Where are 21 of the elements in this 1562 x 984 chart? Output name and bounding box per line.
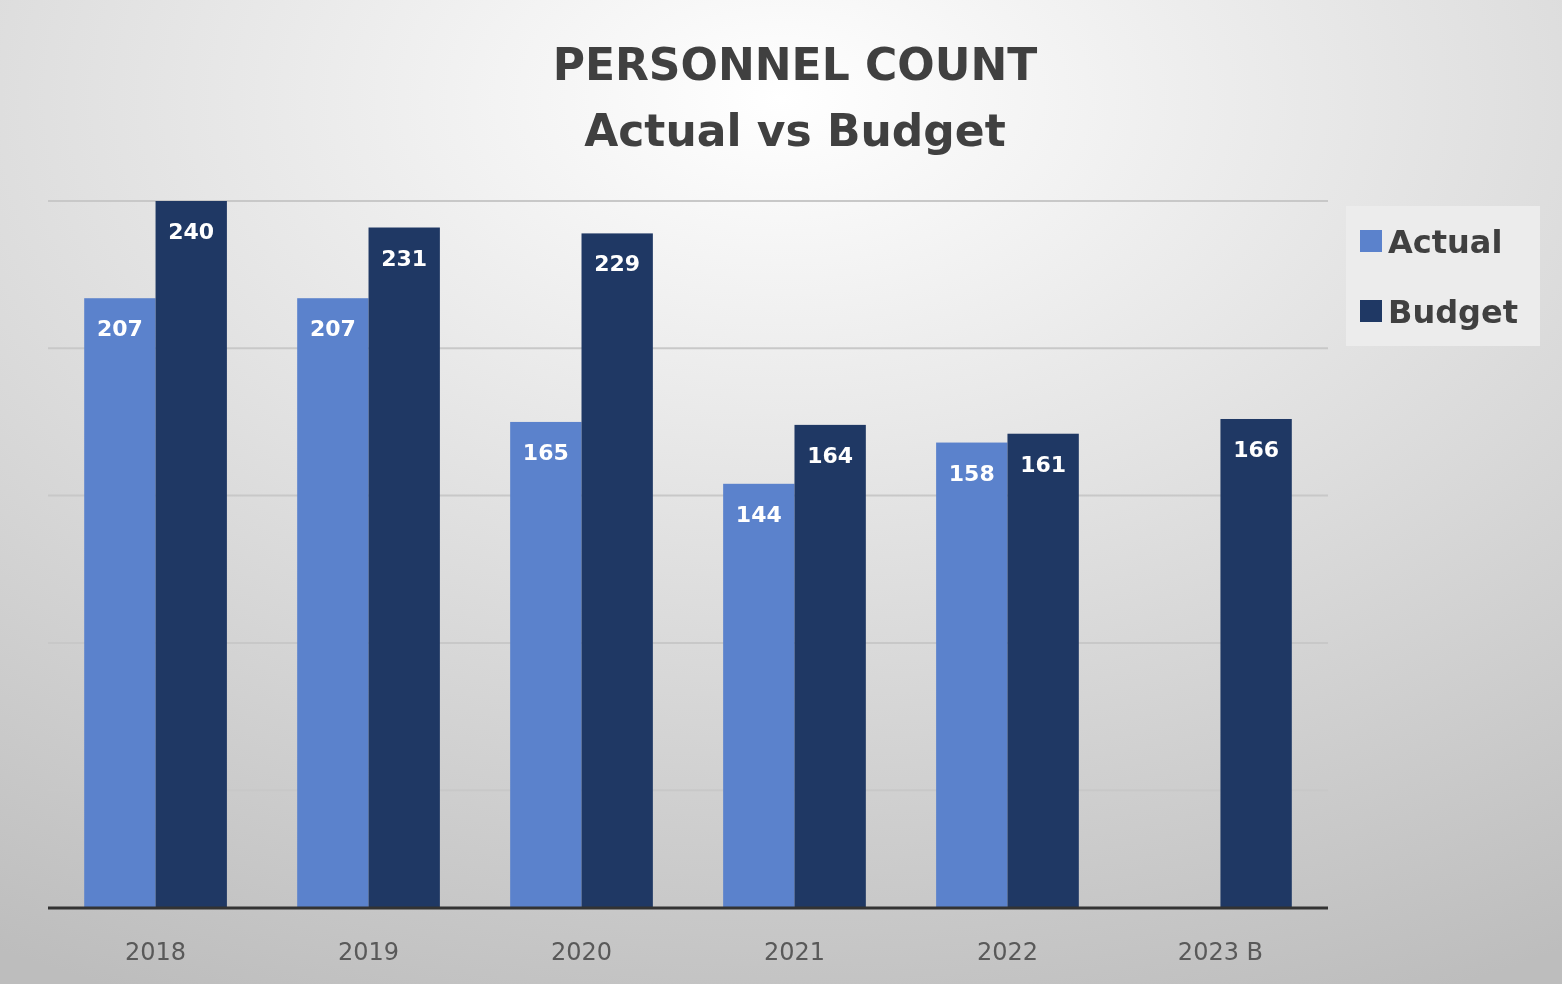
legend-label: Actual	[1388, 223, 1503, 261]
data-label: 158	[948, 460, 995, 486]
data-label: 229	[594, 251, 641, 277]
chart-title: PERSONNEL COUNT	[552, 39, 1038, 90]
data-label: 207	[96, 316, 143, 342]
x-tick-label: 2021	[763, 938, 826, 966]
data-label: 240	[168, 219, 215, 244]
data-label: 166	[1233, 436, 1280, 462]
x-tick-label: 2022	[976, 938, 1039, 966]
x-tick-label: 2019	[337, 938, 400, 966]
x-tick-label: 2020	[550, 938, 613, 966]
data-label: 161	[1020, 451, 1067, 477]
legend-label: Budget	[1388, 293, 1518, 331]
data-label: 164	[807, 442, 854, 468]
data-label: 144	[735, 501, 782, 527]
data-label: 207	[309, 316, 356, 342]
x-tick-label: 2018	[125, 938, 187, 966]
x-tick-label: 2023 B	[1177, 938, 1264, 966]
data-label: 165	[522, 439, 569, 465]
data-label: 231	[381, 245, 428, 271]
chart-subtitle: Actual vs Budget	[584, 105, 1006, 156]
